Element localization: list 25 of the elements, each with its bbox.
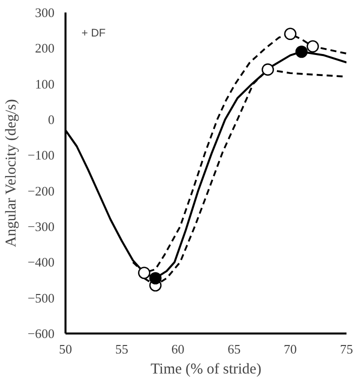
y-tick-label: 200 <box>35 40 54 56</box>
x-tick-label: 75 <box>340 342 353 356</box>
y-tick-label: 0 <box>48 112 54 127</box>
x-tick-label: 65 <box>228 342 241 356</box>
point <box>306 40 319 53</box>
point <box>262 63 274 76</box>
point <box>295 46 308 58</box>
x-tick-label: 60 <box>171 342 184 356</box>
y-tick-label: 100 <box>35 76 54 92</box>
y-tick-label: −300 <box>28 219 55 234</box>
y-tick-label: −600 <box>28 326 55 341</box>
annotation: + DF <box>82 28 106 40</box>
point <box>149 272 162 284</box>
y-tick-label: 300 <box>35 5 54 20</box>
point <box>138 266 150 280</box>
x-tick-label: 70 <box>284 342 297 356</box>
y-tick-label: −100 <box>28 148 55 163</box>
x-tick-label: 50 <box>59 342 72 356</box>
y-tick-label: −500 <box>28 290 55 306</box>
x-tick-label: 55 <box>115 342 128 356</box>
x-axis-title: Time (% of stride) <box>150 362 262 378</box>
y-axis-title: Angular Velocity (deg/s) <box>4 99 20 248</box>
y-tick-label: −200 <box>28 183 55 198</box>
y-tick-label: −400 <box>28 254 55 270</box>
point <box>284 28 296 40</box>
